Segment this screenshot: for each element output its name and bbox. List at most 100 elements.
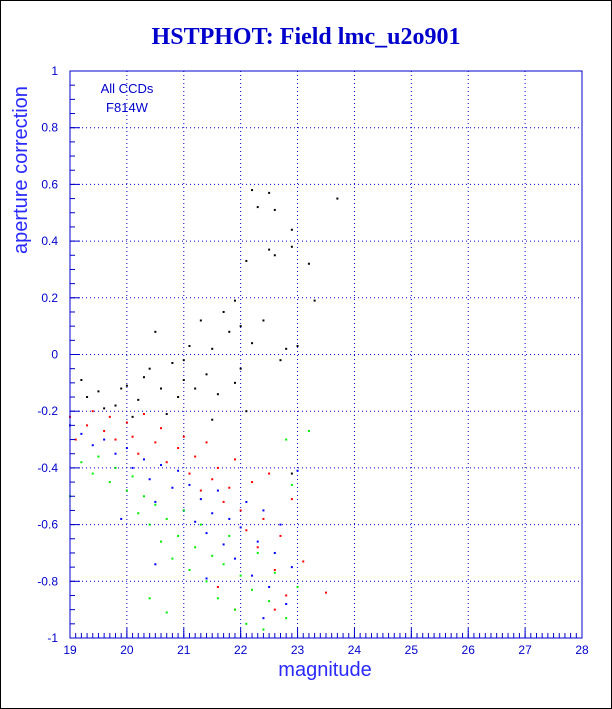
data-point xyxy=(182,435,185,438)
data-point xyxy=(239,574,242,577)
data-point xyxy=(188,472,191,475)
y-tick-label: -0.4 xyxy=(37,461,58,475)
data-point xyxy=(211,554,214,557)
data-point xyxy=(233,458,236,461)
y-tick-label: -0.8 xyxy=(37,574,58,588)
data-point xyxy=(233,381,236,384)
data-point xyxy=(233,608,236,611)
x-tick-label: 19 xyxy=(63,643,77,657)
data-point xyxy=(165,517,168,520)
data-point xyxy=(148,523,151,526)
x-tick-label: 24 xyxy=(348,643,362,657)
data-point xyxy=(290,472,293,475)
data-point xyxy=(91,472,94,475)
data-point xyxy=(256,546,259,549)
data-point xyxy=(160,540,163,543)
data-point xyxy=(239,367,242,370)
data-point xyxy=(290,483,293,486)
data-point xyxy=(273,208,276,211)
data-point xyxy=(211,478,214,481)
data-point xyxy=(188,568,191,571)
data-point xyxy=(86,424,89,427)
data-point xyxy=(262,628,265,631)
data-point xyxy=(251,342,254,345)
data-point xyxy=(108,415,111,418)
data-point xyxy=(216,466,219,469)
data-point xyxy=(103,438,106,441)
data-point xyxy=(131,466,134,469)
data-point xyxy=(148,478,151,481)
data-point xyxy=(290,245,293,248)
data-point xyxy=(245,529,248,532)
data-point xyxy=(103,430,106,433)
data-point xyxy=(228,330,231,333)
data-point xyxy=(142,495,145,498)
data-point xyxy=(222,563,225,566)
data-point xyxy=(182,359,185,362)
data-point xyxy=(194,455,197,458)
data-point xyxy=(216,585,219,588)
data-point xyxy=(91,410,94,413)
axis-ticks xyxy=(69,70,583,639)
data-point xyxy=(165,461,168,464)
data-point xyxy=(148,367,151,370)
y-tick-label: 0.4 xyxy=(41,234,58,248)
data-point xyxy=(239,325,242,328)
data-point xyxy=(256,540,259,543)
data-point xyxy=(131,475,134,478)
data-point xyxy=(285,347,288,350)
y-tick-label: -0.6 xyxy=(37,518,58,532)
data-point xyxy=(268,472,271,475)
data-point xyxy=(154,563,157,566)
x-tick-label: 22 xyxy=(234,643,248,657)
data-point xyxy=(171,362,174,365)
data-point xyxy=(285,617,288,620)
data-point xyxy=(142,376,145,379)
data-point xyxy=(160,427,163,430)
data-point xyxy=(182,379,185,382)
data-point xyxy=(165,413,168,416)
data-point xyxy=(199,498,202,501)
data-point xyxy=(188,344,191,347)
data-point xyxy=(268,600,271,603)
x-tick-label: 25 xyxy=(405,643,419,657)
data-point xyxy=(205,441,208,444)
data-point xyxy=(154,330,157,333)
data-point xyxy=(171,557,174,560)
data-point xyxy=(216,393,219,396)
data-point xyxy=(239,509,242,512)
data-point xyxy=(222,310,225,313)
annotation-filter: F814W xyxy=(106,100,149,115)
data-point xyxy=(148,597,151,600)
data-point xyxy=(125,447,128,450)
data-point xyxy=(80,432,83,435)
data-point xyxy=(108,481,111,484)
data-point xyxy=(177,447,180,450)
data-point xyxy=(91,444,94,447)
data-point xyxy=(74,438,77,441)
data-point xyxy=(80,461,83,464)
data-point xyxy=(273,571,276,574)
annotation-ccds: All CCDs xyxy=(101,81,154,96)
data-point xyxy=(199,523,202,526)
data-point xyxy=(205,373,208,376)
data-point xyxy=(285,594,288,597)
data-point xyxy=(251,574,254,577)
data-point xyxy=(194,520,197,523)
data-point xyxy=(273,568,276,571)
data-point xyxy=(137,398,140,401)
data-point xyxy=(177,396,180,399)
data-point xyxy=(205,580,208,583)
data-point xyxy=(313,299,316,302)
data-point xyxy=(154,441,157,444)
x-tick-label: 26 xyxy=(462,643,476,657)
data-point xyxy=(125,421,128,424)
y-tick-label: -1 xyxy=(47,631,58,645)
data-point xyxy=(285,602,288,605)
data-point xyxy=(97,455,100,458)
data-point xyxy=(251,481,254,484)
data-point xyxy=(233,557,236,560)
data-point xyxy=(279,534,282,537)
data-point xyxy=(290,566,293,569)
data-point xyxy=(160,387,163,390)
